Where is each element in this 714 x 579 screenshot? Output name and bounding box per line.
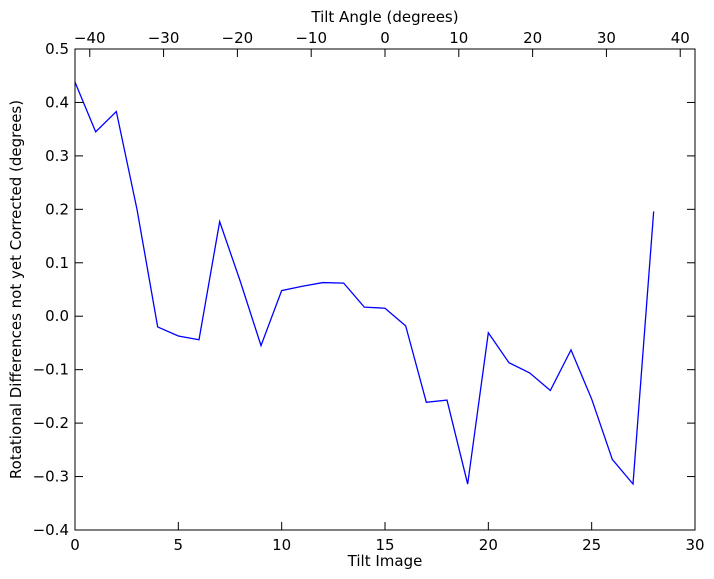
x-tick-label: 10	[272, 536, 291, 554]
y-tick-label: 0.1	[45, 254, 69, 272]
x2-tick-label: 40	[671, 29, 690, 47]
x2-tick-label: 0	[380, 29, 390, 47]
x2-tick-label: −40	[74, 29, 106, 47]
y-tick-label: 0.0	[45, 307, 69, 325]
x-tick-label: 20	[479, 536, 498, 554]
y-tick-label: 0.3	[45, 147, 69, 165]
y-tick-label: −0.1	[33, 361, 69, 379]
x-tick-label: 25	[582, 536, 601, 554]
x2-tick-label: 20	[523, 29, 542, 47]
x2-tick-label: 30	[597, 29, 616, 47]
ticks-layer: 0 5 10 15 20 25 30 −40 −30 −20 −10 0 10 20 30 40 −0.4 −0.…	[33, 29, 705, 554]
y-tick-label: −0.3	[33, 468, 69, 486]
x2-tick-label: −10	[295, 29, 327, 47]
y-tick-label: 0.4	[45, 93, 69, 111]
x-tick-label: 15	[375, 536, 394, 554]
y-tick-label: −0.4	[33, 521, 69, 539]
x2-tick-label: −30	[148, 29, 180, 47]
series-line-0	[74, 81, 655, 486]
y-tick-label: 0.5	[45, 40, 69, 58]
x-axis-label: Tilt Image	[347, 552, 423, 570]
x-tick-label: 5	[174, 536, 184, 554]
y-axis-label: Rotational Differences not yet Corrected…	[7, 100, 25, 479]
y-tick-label: 0.2	[45, 200, 69, 218]
x2-tick-label: 10	[449, 29, 468, 47]
y-tick-label: −0.2	[33, 414, 69, 432]
x2-tick-label: −20	[222, 29, 254, 47]
x-tick-label: 0	[70, 536, 80, 554]
x2-axis-label: Tilt Angle (degrees)	[310, 8, 458, 26]
series-layer	[74, 81, 655, 486]
x-tick-label: 30	[685, 536, 704, 554]
